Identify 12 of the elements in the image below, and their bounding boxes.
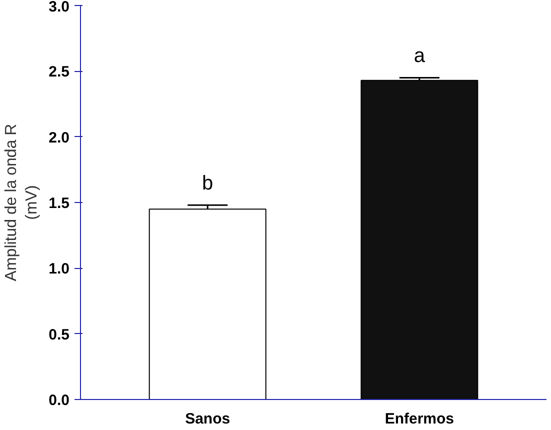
annotation: a [414, 45, 426, 68]
y-tick-label: 0.5 [48, 326, 70, 344]
y-tick-label: 3.0 [48, 0, 70, 16]
y-axis-title: Amplitud de la onda R (mV) [3, 124, 41, 282]
y-tick-label: 1.0 [48, 260, 70, 278]
y-tick-label: 1.5 [48, 195, 70, 212]
y-tick-label: 2.0 [48, 129, 70, 146]
annotation: b [202, 172, 214, 195]
y-tick-label: 2.5 [48, 64, 70, 81]
x-tick-label: Enfermos [384, 410, 454, 428]
x-tick-label: Sanos [185, 410, 230, 428]
y-tick-label: 0.0 [48, 392, 70, 409]
